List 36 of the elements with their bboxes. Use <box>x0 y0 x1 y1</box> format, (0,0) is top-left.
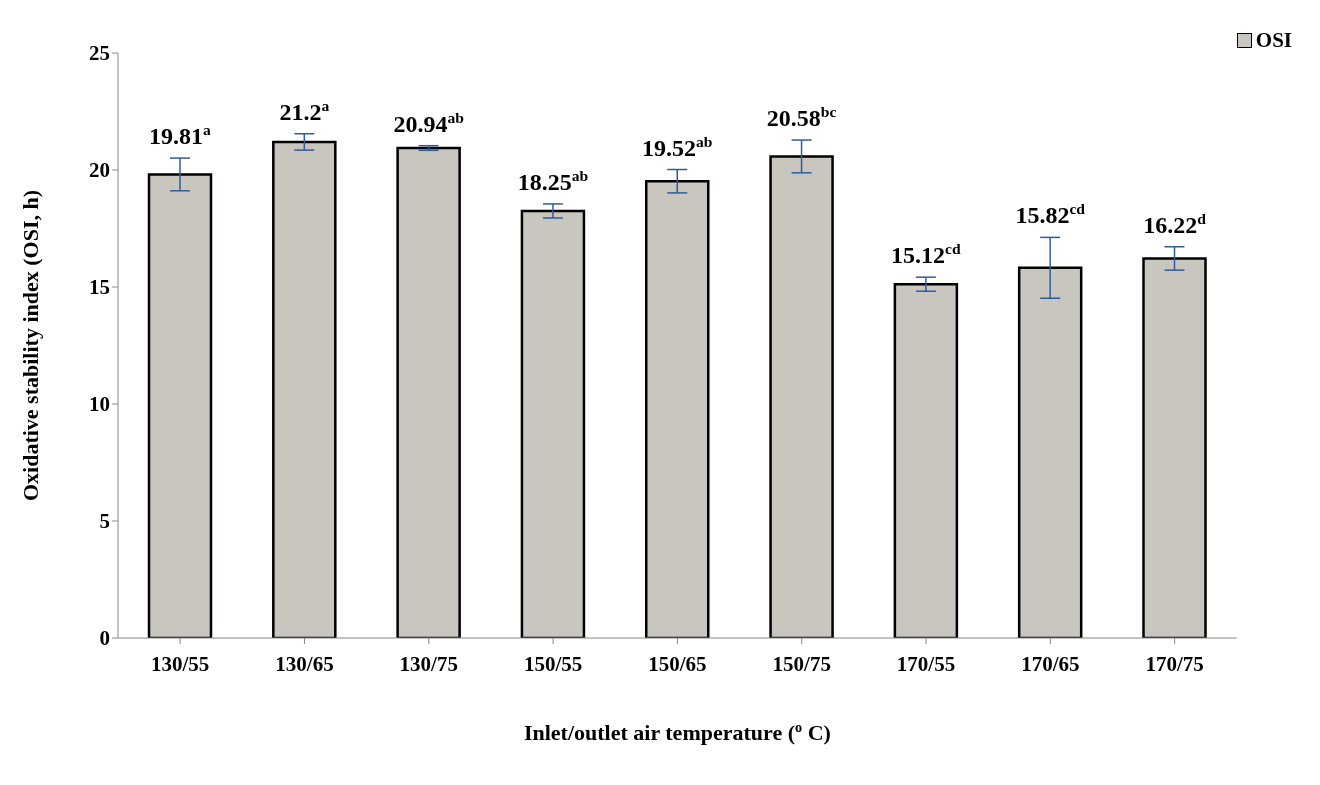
y-tick-label: 25 <box>89 41 110 66</box>
bar <box>396 146 461 638</box>
data-label: 15.82$^{cd}$ <box>1015 200 1086 229</box>
data-label: 21.2$^{a}$ <box>279 96 330 125</box>
data-label: 16.22$^{d}$ <box>1143 209 1207 238</box>
bar <box>645 179 710 638</box>
y-tick-label: 15 <box>89 275 110 300</box>
y-tick-label: 0 <box>99 626 110 651</box>
y-tick-label: 20 <box>89 158 110 183</box>
y-tick-label: 5 <box>99 509 110 534</box>
bar <box>147 173 213 638</box>
x-tick-label: 170/75 <box>1145 651 1204 676</box>
x-tick-label: 150/55 <box>523 651 583 676</box>
x-tick-label: 170/55 <box>896 651 956 676</box>
bar <box>893 282 959 638</box>
x-tick-label: 130/75 <box>399 651 458 676</box>
data-label: 20.94$^{ab}$ <box>393 108 465 137</box>
data-label: 19.81$^{a}$ <box>149 121 212 150</box>
x-tick-label: 150/75 <box>772 651 831 676</box>
data-label: 15.12$^{cd}$ <box>891 240 961 269</box>
data-label: 20.58$^{bc}$ <box>766 103 837 132</box>
bar <box>1017 266 1083 638</box>
legend-label: OSI <box>1255 28 1292 53</box>
x-axis-title: Inlet/outlet air temperature ($^{o}$ C) <box>523 719 831 745</box>
y-axis-title: Oxidative stability index (OSI, h) <box>18 189 43 502</box>
data-label: 18.25$^{ab}$ <box>517 167 589 195</box>
bar <box>769 155 834 638</box>
bar <box>520 209 586 638</box>
bar <box>1142 257 1207 638</box>
bar <box>272 140 337 638</box>
x-tick-label: 130/65 <box>275 651 334 676</box>
x-tick-label: 170/65 <box>1021 651 1080 676</box>
data-label: 19.52$^{ab}$ <box>642 132 713 161</box>
y-tick-label: 10 <box>89 392 110 417</box>
x-tick-label: 130/55 <box>150 651 210 676</box>
x-tick-label: 150/65 <box>648 651 707 676</box>
